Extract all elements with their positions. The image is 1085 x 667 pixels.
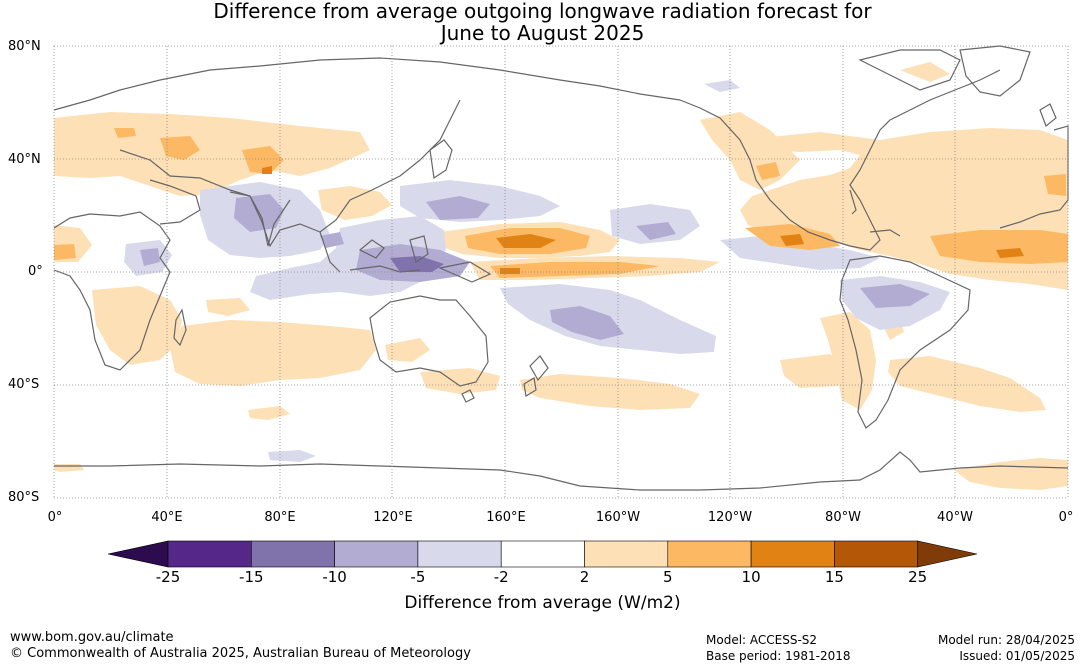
map-title-line1: Difference from average outgoing longwav… <box>213 0 872 23</box>
footer-left: www.bom.gov.au/climate © Commonwealth of… <box>10 630 471 662</box>
footer-model-run: Model run: 28/04/2025 <box>937 633 1075 647</box>
lat-label-80n: 80°N <box>8 39 41 54</box>
legend-box <box>834 540 919 568</box>
lat-label-40s: 40°S <box>8 377 40 392</box>
legend-extend-high <box>917 540 978 568</box>
footer-model-name: Model: ACCESS-S2 <box>706 633 818 647</box>
footer-model: Model: ACCESS-S2 Base period: 1981-2018 <box>706 632 851 664</box>
lat-label-0: 0° <box>28 264 43 279</box>
legend-box <box>334 540 419 568</box>
map-title-line2: June to August 2025 <box>440 21 645 45</box>
lon-label-80w: 80°W <box>825 510 861 525</box>
footer-copyright: © Commonwealth of Australia 2025, Austra… <box>10 646 471 661</box>
legend-box <box>251 540 335 568</box>
lon-label-120e: 120°E <box>373 510 413 525</box>
legend-tick-label: -25 <box>155 568 181 586</box>
lat-label-40n: 40°N <box>8 152 41 167</box>
graticule <box>53 45 1069 499</box>
lon-label-160w: 160°W <box>595 510 641 525</box>
footer-website[interactable]: www.bom.gov.au/climate <box>10 630 174 645</box>
legend-tick-label: -15 <box>239 568 264 586</box>
legend-box <box>750 540 835 568</box>
lon-label-40e: 40°E <box>151 510 183 525</box>
lon-label-120w: 120°W <box>707 510 753 525</box>
legend-tick-label: 10 <box>741 568 761 586</box>
lon-label-160e: 160°E <box>486 510 526 525</box>
footer-issued: Issued: 01/05/2025 <box>959 649 1075 663</box>
coastlines <box>53 45 1069 491</box>
legend-box <box>167 540 252 568</box>
legend-box <box>500 540 585 568</box>
legend-tick-label: -10 <box>322 568 347 586</box>
legend-box <box>667 540 752 568</box>
legend-tick-label: -5 <box>410 568 426 586</box>
footer-base-period: Base period: 1981-2018 <box>706 649 851 663</box>
anomaly-negative-dark <box>390 256 444 272</box>
footer-dates: Model run: 28/04/2025 Issued: 01/05/2025 <box>938 632 1075 664</box>
legend-title: Difference from average (W/m2) <box>404 593 681 613</box>
legend-tick-label: -2 <box>493 568 509 586</box>
legend-box <box>417 540 502 568</box>
lon-label-0: 0° <box>47 510 63 525</box>
anomaly-positive-medium <box>54 128 1068 278</box>
legend-tick-label: 15 <box>824 568 844 586</box>
lon-label-80e: 80°E <box>264 510 296 525</box>
legend-extend-low <box>107 540 169 568</box>
legend-tick-label: 5 <box>663 568 673 586</box>
legend-tick-label: 2 <box>579 568 590 586</box>
lon-label-40w: 40°W <box>937 510 973 525</box>
legend-box <box>584 540 669 568</box>
lon-label-0-right: 0° <box>1058 510 1074 525</box>
legend-tick-label: 25 <box>908 568 928 586</box>
lat-label-80s: 80°S <box>8 490 40 505</box>
anomaly-positive-dark <box>262 166 1024 274</box>
